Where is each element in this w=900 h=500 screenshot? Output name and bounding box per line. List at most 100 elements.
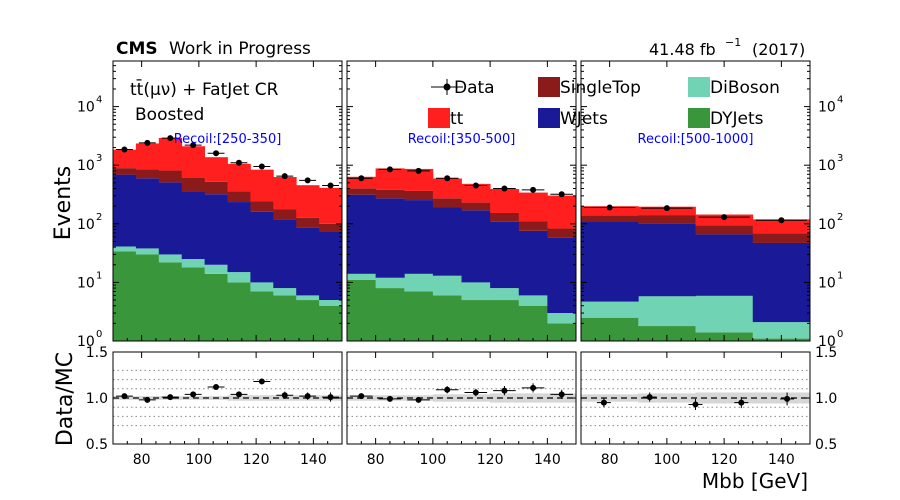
singletop-bar (113, 168, 137, 175)
legend-label-data: Data (454, 78, 495, 98)
data-point (606, 204, 613, 211)
y-tick-exponent: 2 (837, 212, 843, 223)
singletop-bar (204, 181, 228, 195)
wjets-bar (296, 227, 320, 296)
y-tick-label: 10 (77, 275, 95, 291)
x-tick-label: 100 (186, 452, 213, 468)
legend: Data SingleTop DiBoson tt WJets DYJets (428, 77, 780, 129)
tt-bar (581, 206, 639, 216)
wjets-bar (404, 200, 434, 274)
wjets-bar (581, 221, 639, 302)
dyjets-bar (581, 317, 639, 341)
diboson-bar (752, 322, 811, 339)
ratio-point (167, 394, 174, 401)
diboson-bar (547, 313, 577, 324)
singletop-bar (638, 215, 696, 224)
ratio-point (784, 395, 791, 402)
y-tick-exponent: 1 (96, 270, 102, 281)
wjets-bar (135, 178, 160, 249)
legend-swatch-dyjets (688, 108, 710, 128)
diboson-bar (518, 295, 548, 306)
diboson-bar (375, 277, 405, 289)
data-point (558, 191, 565, 198)
data-point (258, 163, 265, 170)
tt-bar (404, 168, 434, 191)
x-tick-label: 120 (711, 452, 738, 468)
data-point (144, 139, 151, 146)
singletop-bar (695, 225, 754, 235)
dyjets-bar (404, 291, 434, 341)
panel-3: Recoil:[500-1000] 80 100 120 140 (580, 60, 811, 468)
diboson-bar (319, 300, 343, 306)
tt-bar (181, 146, 205, 178)
data-point (190, 142, 197, 149)
ratio-point (386, 395, 393, 402)
ratio-point (144, 396, 151, 403)
ratio-y-tick-label: 1.0 (86, 391, 108, 407)
dyjets-bar (113, 251, 137, 341)
legend-data-marker (443, 83, 451, 91)
lumi-exponent: −1 (725, 36, 741, 49)
dyjets-bar (227, 282, 251, 341)
x-tick-label: 100 (420, 452, 447, 468)
singletop-bar (518, 221, 548, 231)
x-tick-label: 140 (300, 452, 327, 468)
singletop-bar (273, 209, 297, 220)
mc-uncertainty-band (227, 395, 251, 401)
dyjets-bar (296, 300, 320, 341)
data-point (167, 135, 174, 142)
ratio-point (646, 394, 653, 401)
singletop-bar (375, 189, 405, 199)
wjets-bar (375, 198, 405, 278)
ratio-point (258, 378, 265, 385)
diboson-bar (347, 273, 377, 280)
x-tick-label: 140 (768, 452, 795, 468)
dyjets-bar (273, 295, 297, 341)
data-point (444, 175, 451, 182)
ratio-point (235, 391, 242, 398)
diboson-bar (490, 288, 520, 301)
ratio-point (358, 393, 365, 400)
data-point (472, 182, 479, 189)
region-sublabel: Boosted (135, 105, 204, 125)
tt-bar (432, 178, 462, 199)
wjets-bar (113, 174, 137, 247)
x-tick-label: 80 (133, 452, 151, 468)
singletop-bar (547, 228, 577, 238)
y-axis-label-events: Events (51, 166, 76, 241)
ratio-point (415, 396, 422, 403)
tt-bar (296, 185, 320, 218)
x-axis-label: Mbb [GeV] (702, 469, 808, 493)
data-point (327, 182, 334, 189)
singletop-bar (347, 188, 377, 195)
lumi-label: 41.48 fb (649, 40, 716, 59)
wjets-bar (547, 237, 577, 314)
panel-2: Recoil:[350-500] 80 100 120 140 (346, 60, 577, 468)
diboson-bar (227, 272, 251, 283)
legend-swatch-singletop (538, 77, 560, 97)
ratio-point (501, 387, 508, 394)
tt-bar (158, 138, 183, 171)
dyjets-bar (347, 279, 377, 341)
tt-bar (204, 157, 228, 182)
recoil-label: Recoil:[250-350] (174, 132, 282, 147)
mc-uncertainty-band (638, 393, 696, 403)
tt-bar (461, 183, 491, 203)
wjets-bar (432, 207, 462, 276)
singletop-bar (404, 190, 434, 201)
legend-label-diboson: DiBoson (710, 78, 780, 98)
tt-bar (273, 177, 297, 210)
ratio-point (190, 391, 197, 398)
data-point (213, 150, 220, 157)
singletop-bar (158, 170, 183, 183)
dyjets-bar (432, 295, 462, 341)
wjets-bar (518, 230, 548, 296)
dyjets-bar (638, 326, 696, 341)
y-tick-label: 10 (77, 158, 95, 174)
diboson-bar (695, 295, 754, 333)
wjets-bar (319, 231, 343, 301)
panels-layer: Recoil:[250-350] 80 100 120 140 Recoil:[350-5… (77, 60, 843, 468)
y-tick-exponent: 4 (837, 95, 843, 106)
legend-swatch-diboson (688, 77, 710, 97)
region-label: tt̄(μν) + FatJet CR (130, 78, 279, 100)
